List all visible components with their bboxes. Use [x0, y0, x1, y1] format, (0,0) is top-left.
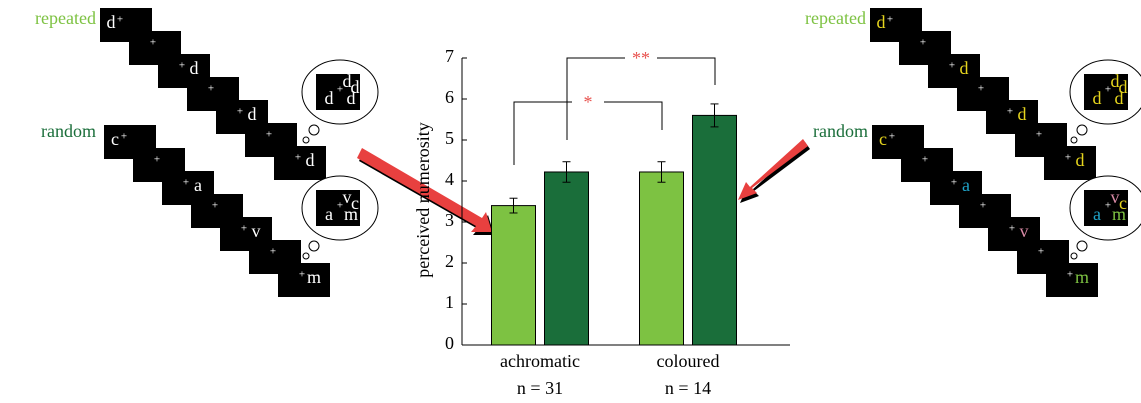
- thought-dot: [1077, 125, 1087, 135]
- stimulus-letter: m: [1075, 267, 1089, 287]
- fixation-cross: +: [237, 106, 243, 118]
- thought-dot: [309, 125, 319, 135]
- stimulus-letter: m: [307, 267, 321, 287]
- fixation-cross: +: [208, 83, 214, 95]
- fixation-cross: +: [150, 37, 156, 49]
- thought-dot: [1071, 253, 1077, 259]
- fixation-cross: +: [212, 200, 218, 212]
- fixation-cross: +: [889, 131, 895, 143]
- figure: perceived numerosity 0 1 2 3 4 5 6 7 achromatic n…: [0, 0, 1141, 403]
- fixation-cross: +: [295, 152, 301, 164]
- fixation-cross: +: [270, 246, 276, 258]
- fixation-cross: +: [121, 131, 127, 143]
- thought-dot: [303, 253, 309, 259]
- arrow: [738, 139, 808, 200]
- fixation-cross: +: [241, 223, 247, 235]
- fixation-cross: +: [266, 129, 272, 141]
- x-tick-label: coloured: [657, 351, 720, 371]
- stimulus-letter: d: [190, 58, 199, 78]
- sequence-label: repeated: [35, 8, 96, 28]
- significance-label: *: [584, 92, 593, 112]
- sequence-label: random: [41, 121, 96, 141]
- bubble-letter: d: [347, 88, 356, 108]
- thought-dot: [1077, 241, 1087, 251]
- bar: [545, 172, 589, 345]
- fixation-cross: +: [920, 37, 926, 49]
- stimulus-letter: d: [1018, 104, 1027, 124]
- bar: [492, 206, 536, 345]
- thought-dot: [1071, 137, 1077, 143]
- x-tick-label: achromatic: [500, 351, 580, 371]
- stimulus-letter: d: [248, 104, 257, 124]
- stimulus-letter: d: [960, 58, 969, 78]
- fixation-cross: +: [951, 177, 957, 189]
- y-tick-label: 4: [445, 169, 454, 189]
- fixation-cross: +: [1009, 223, 1015, 235]
- fixation-cross: +: [179, 60, 185, 72]
- y-tick-label: 6: [445, 87, 454, 107]
- y-tick-label: 1: [445, 292, 454, 312]
- bar: [640, 172, 684, 345]
- fixation-cross: +: [1065, 152, 1071, 164]
- fixation-cross: +: [922, 154, 928, 166]
- fixation-cross: +: [978, 83, 984, 95]
- stimulus-letter: a: [962, 175, 970, 195]
- x-tick-note: n = 14: [665, 378, 711, 398]
- sequence-label: repeated: [805, 8, 866, 28]
- stimulus-letter: d: [877, 12, 886, 32]
- sequence-label: random: [813, 121, 868, 141]
- fixation-cross: +: [1007, 106, 1013, 118]
- fixation-cross: +: [1067, 269, 1073, 281]
- bar: [693, 115, 737, 345]
- fixation-cross: +: [949, 60, 955, 72]
- bubble-letter: m: [1112, 204, 1126, 224]
- stimulus-letter: v: [252, 221, 261, 241]
- bubble-letter: d: [1093, 88, 1102, 108]
- thought-dot: [309, 241, 319, 251]
- stimulus-letter: v: [1020, 221, 1029, 241]
- stimulus-letter: c: [879, 129, 887, 149]
- bubble-letter: a: [325, 204, 333, 224]
- stimulus-letter: d: [107, 12, 116, 32]
- x-tick-note: n = 31: [517, 378, 563, 398]
- bubble-letter: d: [1115, 88, 1124, 108]
- y-tick-label: 2: [445, 251, 454, 271]
- fixation-cross: +: [1036, 129, 1042, 141]
- bubble-letter: a: [1093, 204, 1101, 224]
- stimulus-letter: a: [194, 175, 202, 195]
- bubble-letter: m: [344, 204, 358, 224]
- thought-dot: [303, 137, 309, 143]
- y-tick-label: 3: [445, 210, 454, 230]
- fixation-cross: +: [887, 14, 893, 26]
- y-tick-label: 5: [445, 128, 454, 148]
- stimulus-letter: d: [1076, 150, 1085, 170]
- bubble-letter: d: [325, 88, 334, 108]
- significance-label: **: [632, 48, 650, 68]
- fixation-cross: +: [183, 177, 189, 189]
- fixation-cross: +: [980, 200, 986, 212]
- fixation-cross: +: [1038, 246, 1044, 258]
- y-tick-label: 7: [445, 46, 454, 66]
- y-tick-label: 0: [445, 333, 454, 353]
- fixation-cross: +: [154, 154, 160, 166]
- stimulus-letter: c: [111, 129, 119, 149]
- y-axis-label: perceived numerosity: [413, 122, 433, 277]
- fixation-cross: +: [299, 269, 305, 281]
- stimulus-letter: d: [306, 150, 315, 170]
- fixation-cross: +: [117, 14, 123, 26]
